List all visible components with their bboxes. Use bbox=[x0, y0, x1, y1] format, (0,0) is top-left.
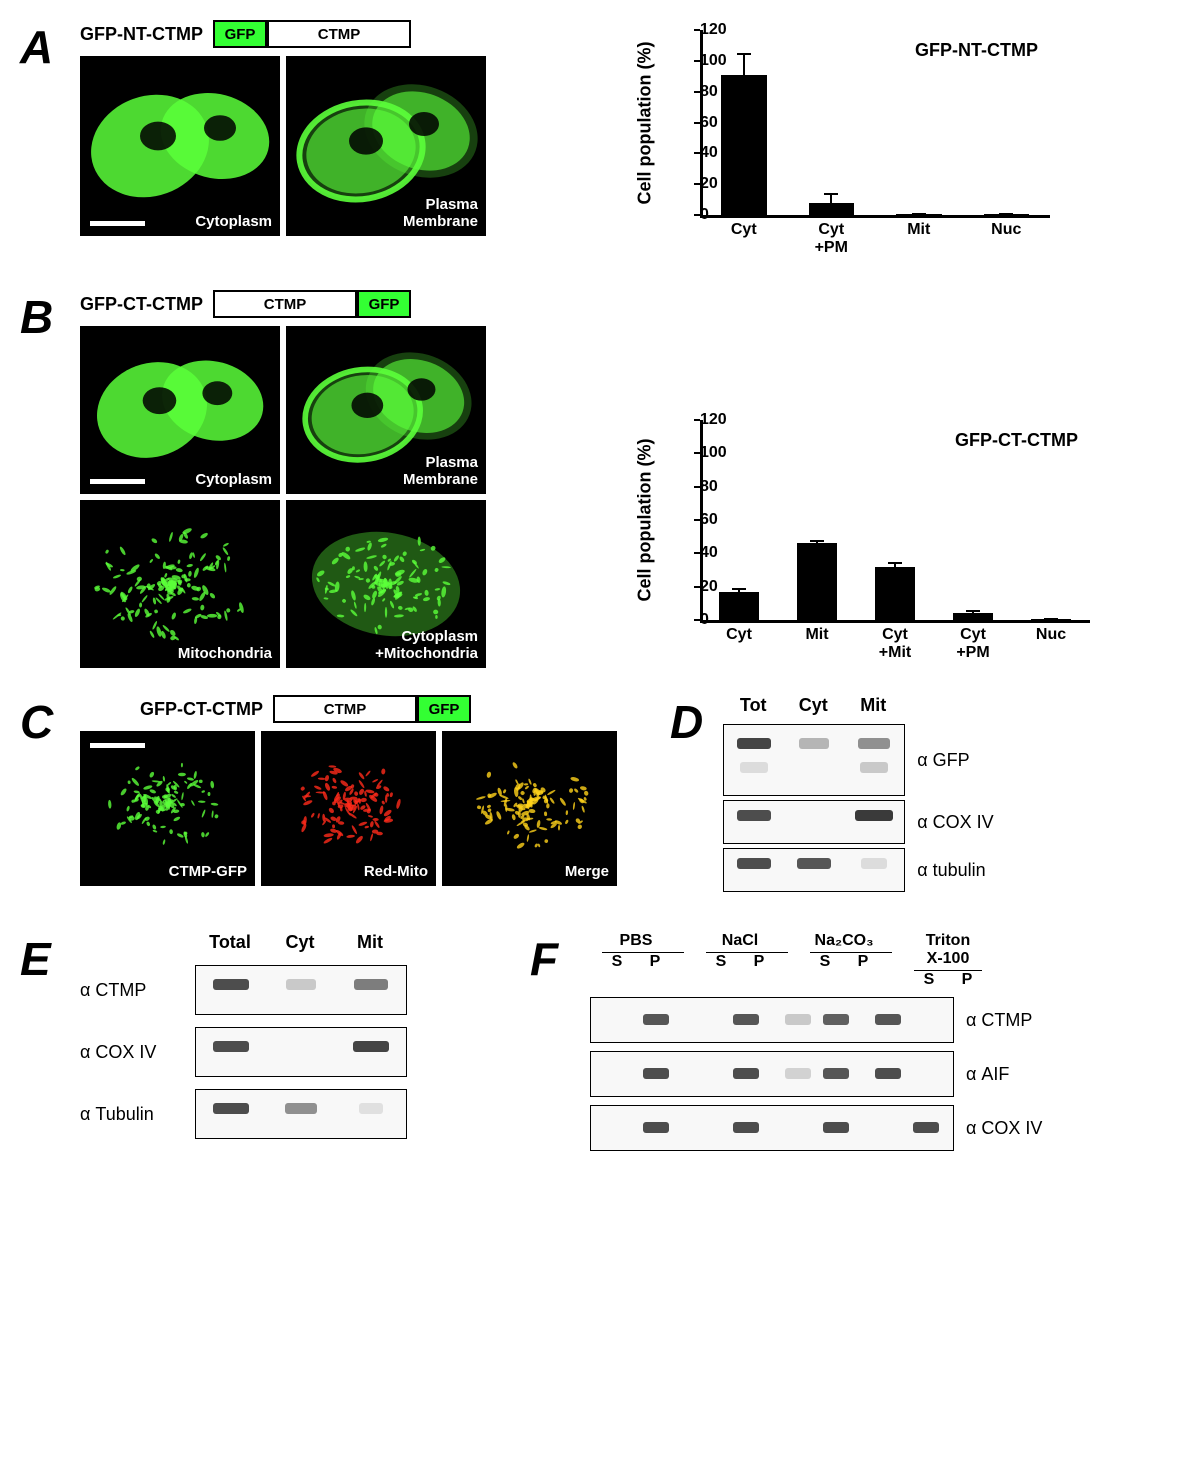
construct-boxes-c: CTMPGFP bbox=[273, 695, 471, 723]
micrograph-label: Cytoplasm +Mitochondria bbox=[375, 628, 478, 662]
construct-part: GFP bbox=[357, 290, 411, 318]
micrograph: Merge bbox=[442, 731, 617, 886]
panel-letter-a: A bbox=[20, 20, 80, 74]
construct-part: CTMP bbox=[267, 20, 411, 48]
micrograph-label: Mitochondria bbox=[178, 645, 272, 662]
construct-b: GFP-CT-CTMP CTMPGFP bbox=[80, 290, 580, 318]
micrograph: Mitochondria bbox=[80, 500, 280, 668]
construct-part: GFP bbox=[417, 695, 471, 723]
construct-label-a: GFP-NT-CTMP bbox=[80, 24, 203, 45]
construct-part: CTMP bbox=[213, 290, 357, 318]
micrograph-label: Plasma Membrane bbox=[403, 454, 478, 488]
micrograph-label: Merge bbox=[565, 863, 609, 880]
panel-letter-c: C bbox=[20, 695, 80, 749]
chart-a: 020406080100120Cell population (%)CytCyt… bbox=[640, 20, 1060, 265]
chart-b: 020406080100120Cell population (%)CytMit… bbox=[640, 410, 1100, 670]
panel-letter-d: D bbox=[670, 695, 703, 749]
panel-b: B GFP-CT-CTMP CTMPGFP Cytoplasm Plasma Me… bbox=[20, 290, 1200, 670]
construct-a: GFP-NT-CTMP GFPCTMP bbox=[80, 20, 580, 48]
construct-label-c: GFP-CT-CTMP bbox=[140, 699, 263, 720]
micrograph: Cytoplasm bbox=[80, 326, 280, 494]
panel-c-d-row: C GFP-CT-CTMP CTMPGFP CTMP-GFP Red-Mito Me… bbox=[20, 695, 1200, 892]
construct-part: GFP bbox=[213, 20, 267, 48]
micrograph-grid-c: CTMP-GFP Red-Mito Merge bbox=[80, 731, 640, 886]
panel-d: D TotCytMitα GFPα COX IVα tubulin bbox=[670, 695, 994, 892]
micrograph-label: Cytoplasm bbox=[195, 471, 272, 488]
micrograph: CTMP-GFP bbox=[80, 731, 255, 886]
micrograph: Cytoplasm bbox=[80, 56, 280, 236]
construct-part: CTMP bbox=[273, 695, 417, 723]
construct-boxes-b: CTMPGFP bbox=[213, 290, 411, 318]
micrograph-grid-b: Cytoplasm Plasma Membrane Mitochondria Cyto… bbox=[80, 326, 580, 668]
blot-d: TotCytMitα GFPα COX IVα tubulin bbox=[723, 695, 993, 892]
figure: A GFP-NT-CTMP GFPCTMP CytoplasmPlasma Me… bbox=[20, 20, 1200, 1151]
panel-letter-e: E bbox=[20, 932, 80, 986]
micrograph-label: Red-Mito bbox=[364, 863, 428, 880]
construct-boxes-a: GFPCTMP bbox=[213, 20, 411, 48]
construct-c: GFP-CT-CTMP CTMPGFP bbox=[140, 695, 640, 723]
blot-f: PBSSPNaClSPNa₂CO₃SPTriton X-100SPα CTMPα… bbox=[590, 932, 1042, 1151]
blot-e: TotalCytMitα CTMPα COX IVα Tubulin bbox=[80, 932, 510, 1139]
micrograph: Red-Mito bbox=[261, 731, 436, 886]
panel-a: A GFP-NT-CTMP GFPCTMP Cytoplasm Plasma Me… bbox=[20, 20, 1200, 265]
micrograph: Plasma Membrane bbox=[286, 326, 486, 494]
micrograph: Plasma Membrane bbox=[286, 56, 486, 236]
micrograph-label: Plasma Membrane bbox=[403, 196, 478, 230]
panel-letter-f: F bbox=[530, 932, 590, 986]
micrograph-grid-a: Cytoplasm Plasma Membrane bbox=[80, 56, 580, 236]
micrograph: Cytoplasm +Mitochondria bbox=[286, 500, 486, 668]
panel-e-f-row: E TotalCytMitα CTMPα COX IVα Tubulin F P… bbox=[20, 932, 1200, 1151]
panel-letter-b: B bbox=[20, 290, 80, 344]
micrograph-label: Cytoplasm bbox=[195, 213, 272, 230]
construct-label-b: GFP-CT-CTMP bbox=[80, 294, 203, 315]
micrograph-label: CTMP-GFP bbox=[169, 863, 247, 880]
